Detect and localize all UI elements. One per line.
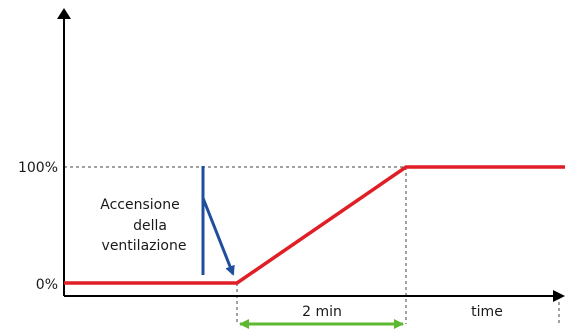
time-axis-label: time [471, 304, 503, 320]
x-axis-arrowhead [553, 290, 565, 302]
y-axis-arrowhead [57, 8, 71, 19]
annotation-line-3: ventilazione [102, 238, 187, 254]
label-100-percent: 100% [18, 160, 58, 176]
annotation-arrow [201, 197, 235, 276]
annotation-line-2: della [133, 218, 167, 234]
ramp-profile-line [64, 165, 565, 285]
annotation-line-1: Accensione [100, 197, 179, 213]
label-0-percent: 0% [36, 277, 58, 293]
duration-label: 2 min [302, 304, 342, 320]
